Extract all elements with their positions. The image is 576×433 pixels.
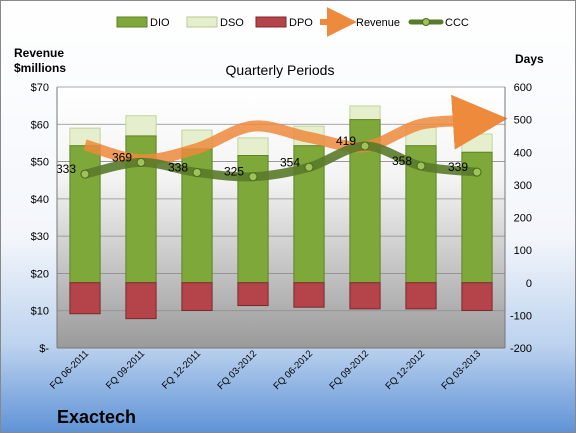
bar-dpo <box>461 282 493 311</box>
ccc-line <box>80 141 482 182</box>
chart-title: Quarterly Periods <box>226 62 335 78</box>
data-labels: 333 369 338 325 354 419 358 339 <box>56 134 468 179</box>
left-axis-label-line1: Revenue <box>14 46 64 60</box>
ccc-data-label: 338 <box>168 160 188 174</box>
left-axis-label-line2: $millions <box>14 61 66 75</box>
left-tick-label: $60 <box>31 119 49 131</box>
right-tick-label: -200 <box>510 343 532 355</box>
bar-dso <box>237 137 269 157</box>
ccc-point <box>360 141 370 151</box>
bar-dpo <box>293 282 325 308</box>
legend-label-dio: DIO <box>150 17 170 29</box>
left-tick-label: $30 <box>31 231 49 243</box>
ccc-point <box>248 172 258 182</box>
right-tick-label: 0 <box>526 278 532 290</box>
ccc-point <box>416 161 426 171</box>
left-tick-label: $70 <box>31 82 49 94</box>
legend-swatch-dio <box>116 16 148 28</box>
ccc-data-label: 419 <box>336 134 356 148</box>
bar-dso <box>125 115 157 137</box>
ccc-data-label: 358 <box>392 154 412 168</box>
bar-dso <box>349 105 381 121</box>
ccc-point <box>304 162 314 172</box>
right-tick-label: 300 <box>514 180 532 192</box>
legend-label-revenue: Revenue <box>356 17 400 29</box>
ccc-data-label: 339 <box>448 160 468 174</box>
right-tick-label: 100 <box>514 245 532 257</box>
right-tick-label: 500 <box>514 115 532 127</box>
bar-dso <box>461 133 493 153</box>
ccc-point <box>80 169 90 179</box>
legend-label-ccc: CCC <box>445 17 469 29</box>
ccc-data-label: 333 <box>56 162 76 176</box>
ccc-point <box>192 167 202 177</box>
legend-label-dpo: DPO <box>289 17 313 29</box>
left-tick-label: $40 <box>31 194 49 206</box>
legend-swatch-ccc-marker <box>422 18 430 26</box>
company-name: Exactech <box>57 407 136 427</box>
bar-dpo <box>181 282 213 311</box>
bar-dpo <box>349 282 381 310</box>
bar-dpo <box>237 282 269 307</box>
right-tick-label: 200 <box>514 213 532 225</box>
left-tick-label: $20 <box>31 268 49 280</box>
legend-swatch-dpo <box>255 16 287 28</box>
lines <box>80 94 508 182</box>
left-tick-label: $10 <box>31 306 49 318</box>
ccc-point <box>136 157 146 167</box>
legend-swatch-dso <box>186 16 218 28</box>
right-axis-label: Days <box>515 52 544 66</box>
right-tick-label: -100 <box>510 310 532 322</box>
bar-dpo <box>125 282 157 320</box>
ccc-data-label: 325 <box>224 165 244 179</box>
left-tick-label: $- <box>39 343 49 355</box>
right-tick-label: 400 <box>514 147 532 159</box>
ccc-data-label: 369 <box>112 150 132 164</box>
legend-label-dso: DSO <box>220 17 244 29</box>
bar-dpo <box>405 282 437 310</box>
ccc-point <box>472 167 482 177</box>
ccc-data-label: 354 <box>280 155 300 169</box>
legend: DIO DSO DPO Revenue CCC <box>116 7 469 37</box>
left-tick-label: $50 <box>31 157 49 169</box>
right-tick-label: 600 <box>514 82 532 94</box>
bar-dpo <box>69 282 101 315</box>
